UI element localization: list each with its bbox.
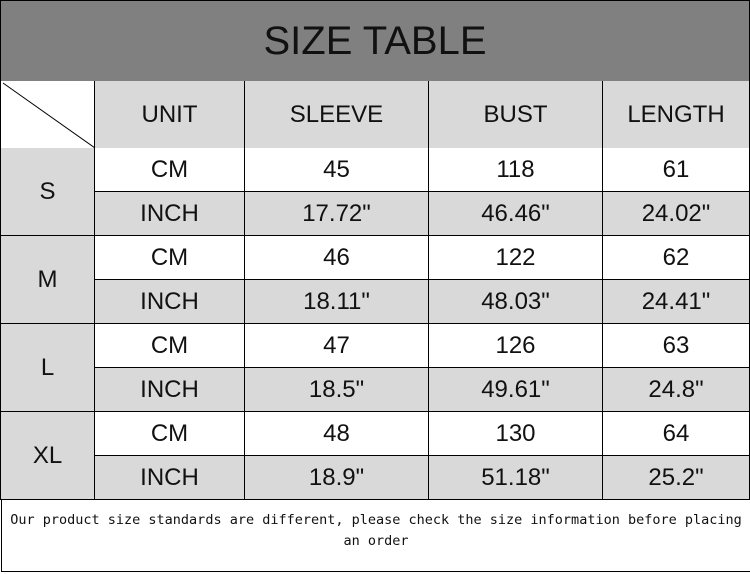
table-title: SIZE TABLE	[0, 0, 750, 82]
value-cell: 61	[603, 148, 750, 192]
unit-cell: INCH	[95, 368, 245, 412]
size-note: Our product size standards are different…	[1, 500, 750, 572]
diagonal-line-icon	[2, 82, 95, 148]
value-cell: 46.46"	[429, 192, 603, 236]
unit-cell: CM	[95, 412, 245, 456]
size-label: S	[0, 148, 95, 236]
value-cell: 122	[429, 236, 603, 280]
unit-cell: INCH	[95, 456, 245, 500]
value-cell: 63	[603, 324, 750, 368]
value-cell: 18.11"	[245, 280, 429, 324]
column-header: UNIT	[95, 81, 245, 149]
value-cell: 24.8"	[603, 368, 750, 412]
value-cell: 45	[245, 148, 429, 192]
value-cell: 24.02"	[603, 192, 750, 236]
size-label: XL	[0, 412, 95, 500]
value-cell: 130	[429, 412, 603, 456]
value-cell: 48.03"	[429, 280, 603, 324]
value-cell: 49.61"	[429, 368, 603, 412]
unit-cell: CM	[95, 324, 245, 368]
column-header: BUST	[429, 81, 603, 149]
value-cell: 24.41"	[603, 280, 750, 324]
unit-cell: CM	[95, 148, 245, 192]
value-cell: 48	[245, 412, 429, 456]
value-cell: 62	[603, 236, 750, 280]
value-cell: 118	[429, 148, 603, 192]
value-cell: 46	[245, 236, 429, 280]
value-cell: 18.5"	[245, 368, 429, 412]
size-label: M	[0, 236, 95, 324]
column-header: LENGTH	[603, 81, 750, 149]
value-cell: 47	[245, 324, 429, 368]
unit-cell: CM	[95, 236, 245, 280]
size-label: L	[0, 324, 95, 412]
value-cell: 126	[429, 324, 603, 368]
value-cell: 64	[603, 412, 750, 456]
unit-cell: INCH	[95, 280, 245, 324]
column-header: SLEEVE	[245, 81, 429, 149]
value-cell: 25.2"	[603, 456, 750, 500]
corner-cell	[0, 81, 95, 149]
value-cell: 51.18"	[429, 456, 603, 500]
value-cell: 17.72"	[245, 192, 429, 236]
value-cell: 18.9"	[245, 456, 429, 500]
unit-cell: INCH	[95, 192, 245, 236]
